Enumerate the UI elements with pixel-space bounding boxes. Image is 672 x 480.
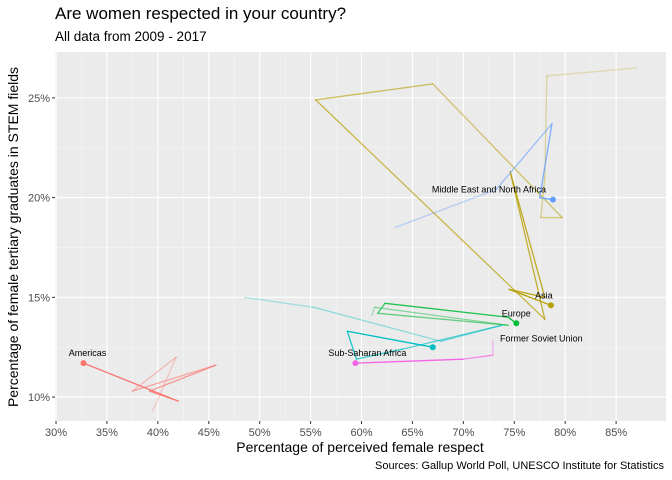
series-segment bbox=[315, 99, 546, 320]
x-tick-label: 45% bbox=[198, 427, 220, 439]
series-endpoint bbox=[513, 320, 520, 327]
region-label: Middle East and North Africa bbox=[432, 185, 546, 195]
chart-title: Are women respected in your country? bbox=[55, 4, 347, 23]
series-segment bbox=[384, 302, 509, 318]
x-tick-label: 40% bbox=[147, 427, 169, 439]
series-segment bbox=[544, 75, 548, 179]
series-endpoint bbox=[429, 344, 436, 351]
series-segment bbox=[394, 188, 497, 229]
series-segment bbox=[371, 306, 376, 316]
series-segment bbox=[82, 362, 179, 402]
series-segment bbox=[374, 306, 509, 326]
series-segment bbox=[508, 288, 552, 306]
series-segment bbox=[152, 356, 177, 412]
x-tick-label: 60% bbox=[351, 427, 373, 439]
y-tick-label: 10% bbox=[28, 392, 50, 404]
region-label: Americas bbox=[69, 348, 107, 358]
region-label: Sub-Saharan Africa bbox=[328, 348, 406, 358]
x-tick-label: 65% bbox=[401, 427, 423, 439]
x-tick-label: 35% bbox=[96, 427, 118, 439]
series-segment bbox=[377, 302, 386, 314]
series-segment bbox=[346, 330, 358, 360]
region-label: Asia bbox=[535, 290, 553, 300]
series-segment bbox=[539, 123, 553, 199]
x-tick-label: 50% bbox=[249, 427, 271, 439]
y-axis-title: Percentage of female tertiary graduates … bbox=[5, 67, 21, 407]
x-axis-title: Percentage of perceived female respect bbox=[236, 439, 484, 455]
region-label: Europe bbox=[502, 308, 531, 318]
series-segment bbox=[462, 354, 494, 360]
series-endpoint bbox=[549, 196, 556, 203]
series-endpoint bbox=[547, 302, 554, 309]
series-segment bbox=[495, 123, 553, 191]
series-endpoint bbox=[352, 360, 359, 367]
annotation-layer: Americas Asia Europe Former Soviet Union Mid… bbox=[69, 185, 583, 359]
series-segment bbox=[315, 83, 434, 101]
series-segment bbox=[355, 348, 403, 360]
series-segment bbox=[346, 330, 434, 348]
series-segment bbox=[313, 306, 442, 342]
x-tick-label: 75% bbox=[503, 427, 525, 439]
y-tick-label: 25% bbox=[28, 93, 50, 105]
series-segment bbox=[508, 288, 546, 298]
x-tick-label: 30% bbox=[45, 427, 67, 439]
series-segment bbox=[131, 364, 217, 392]
series-endpoint bbox=[80, 360, 87, 367]
tick-layer: 30% 35% 40% 45% 50% 55% 60% 65% 70% 75% 80% 85% 10% 1… bbox=[28, 93, 627, 439]
series-segment bbox=[509, 171, 546, 320]
x-tick-label: 70% bbox=[452, 427, 474, 439]
series-layer bbox=[80, 67, 638, 412]
x-tick-label: 80% bbox=[554, 427, 576, 439]
region-label: Former Soviet Union bbox=[500, 333, 583, 343]
series-segment bbox=[354, 358, 465, 364]
series-segment bbox=[509, 171, 546, 298]
plot-panel bbox=[55, 52, 666, 421]
series-segment bbox=[377, 312, 509, 326]
x-tick-label: 85% bbox=[605, 427, 627, 439]
chart-caption: Sources: Gallup World Poll, UNESCO Insti… bbox=[375, 460, 664, 472]
x-tick-label: 55% bbox=[300, 427, 322, 439]
chart-subtitle: All data from 2009 - 2017 bbox=[55, 29, 207, 44]
series-segment bbox=[149, 364, 217, 392]
y-tick-label: 15% bbox=[28, 292, 50, 304]
series-segment bbox=[546, 67, 638, 77]
series-segment bbox=[243, 296, 315, 308]
y-tick-label: 20% bbox=[28, 193, 50, 205]
